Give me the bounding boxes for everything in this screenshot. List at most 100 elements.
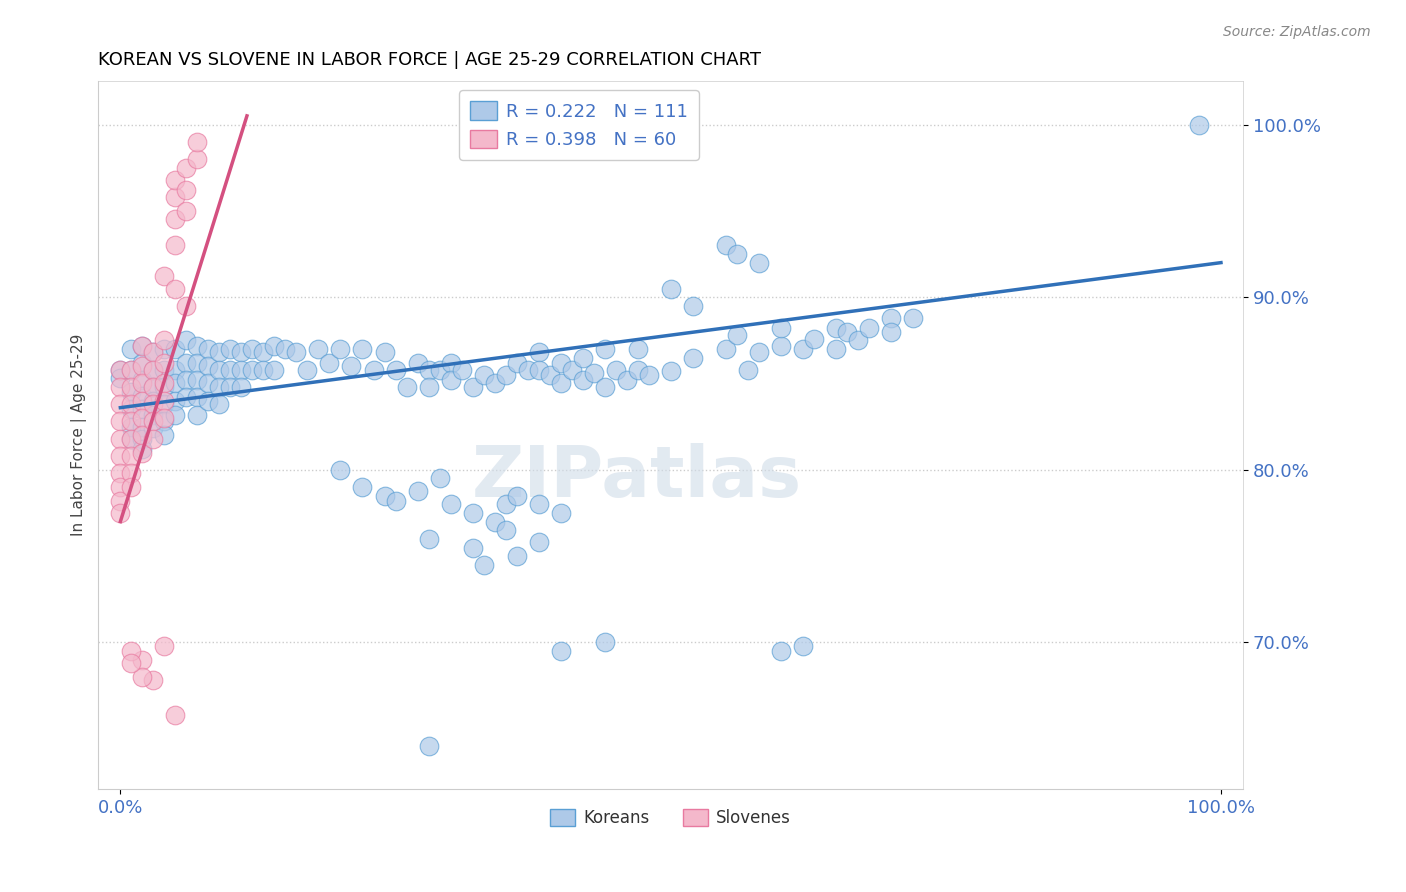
Point	[527, 535, 550, 549]
Point	[153, 269, 176, 284]
Point	[263, 362, 285, 376]
Point	[120, 432, 142, 446]
Point	[131, 388, 153, 402]
Point	[352, 480, 374, 494]
Point	[550, 356, 572, 370]
Point	[131, 445, 153, 459]
Point	[120, 385, 142, 400]
Point	[637, 368, 659, 382]
Point	[803, 332, 825, 346]
Point	[484, 376, 506, 391]
Point	[571, 351, 593, 365]
Point	[769, 338, 792, 352]
Point	[153, 334, 176, 348]
Point	[165, 190, 187, 204]
Point	[516, 362, 538, 376]
Point	[131, 338, 153, 352]
Point	[748, 255, 770, 269]
Point	[131, 373, 153, 387]
Point	[176, 356, 198, 370]
Point	[231, 380, 253, 394]
Point	[472, 368, 495, 382]
Point	[110, 449, 132, 463]
Y-axis label: In Labor Force | Age 25-29: In Labor Force | Age 25-29	[72, 334, 87, 536]
Point	[165, 408, 187, 422]
Point	[242, 342, 264, 356]
Point	[439, 356, 461, 370]
Point	[142, 345, 165, 359]
Point	[593, 635, 616, 649]
Point	[418, 380, 440, 394]
Point	[142, 408, 165, 422]
Point	[384, 362, 406, 376]
Point	[495, 497, 517, 511]
Point	[329, 463, 352, 477]
Point	[186, 356, 208, 370]
Point	[110, 371, 132, 385]
Point	[901, 310, 924, 325]
Point	[176, 373, 198, 387]
Point	[153, 397, 176, 411]
Point	[582, 366, 605, 380]
Legend: Koreans, Slovenes: Koreans, Slovenes	[544, 803, 797, 834]
Point	[176, 334, 198, 348]
Point	[176, 390, 198, 404]
Point	[176, 161, 198, 175]
Point	[352, 342, 374, 356]
Point	[131, 359, 153, 374]
Point	[186, 373, 208, 387]
Point	[1188, 118, 1211, 132]
Point	[616, 373, 638, 387]
Point	[165, 376, 187, 391]
Point	[318, 356, 340, 370]
Point	[550, 506, 572, 520]
Text: KOREAN VS SLOVENE IN LABOR FORCE | AGE 25-29 CORRELATION CHART: KOREAN VS SLOVENE IN LABOR FORCE | AGE 2…	[98, 51, 762, 69]
Point	[131, 356, 153, 370]
Point	[208, 397, 231, 411]
Point	[461, 506, 484, 520]
Point	[120, 419, 142, 434]
Point	[439, 497, 461, 511]
Point	[110, 506, 132, 520]
Point	[769, 644, 792, 658]
Point	[176, 183, 198, 197]
Point	[142, 362, 165, 376]
Point	[418, 362, 440, 376]
Point	[308, 342, 330, 356]
Point	[561, 362, 583, 376]
Point	[131, 432, 153, 446]
Point	[472, 558, 495, 572]
Point	[110, 397, 132, 411]
Point	[219, 380, 242, 394]
Point	[880, 325, 903, 339]
Point	[627, 362, 650, 376]
Point	[110, 480, 132, 494]
Point	[418, 532, 440, 546]
Point	[142, 673, 165, 688]
Point	[153, 411, 176, 425]
Point	[131, 419, 153, 434]
Point	[835, 325, 858, 339]
Point	[131, 670, 153, 684]
Point	[142, 362, 165, 376]
Point	[186, 152, 208, 166]
Point	[605, 362, 627, 376]
Point	[186, 338, 208, 352]
Point	[429, 362, 451, 376]
Point	[131, 442, 153, 456]
Point	[550, 376, 572, 391]
Point	[406, 483, 429, 498]
Point	[219, 362, 242, 376]
Point	[142, 432, 165, 446]
Point	[120, 402, 142, 417]
Point	[208, 362, 231, 376]
Point	[142, 380, 165, 394]
Point	[197, 342, 219, 356]
Point	[219, 342, 242, 356]
Point	[429, 471, 451, 485]
Point	[395, 380, 418, 394]
Point	[659, 364, 682, 378]
Point	[153, 393, 176, 408]
Point	[176, 203, 198, 218]
Point	[131, 411, 153, 425]
